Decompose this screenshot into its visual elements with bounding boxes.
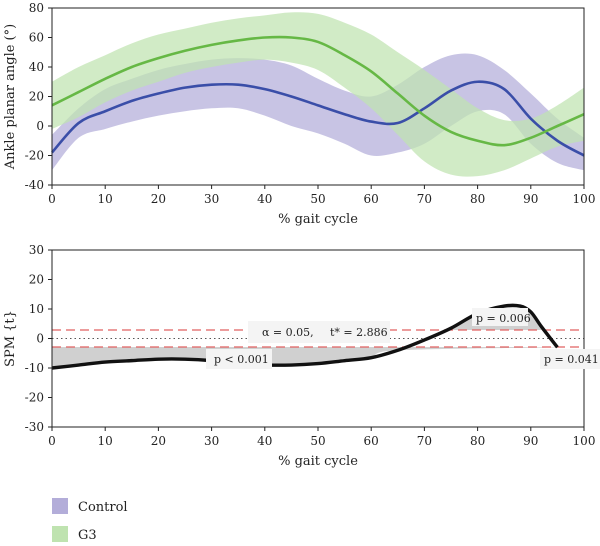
- bottom-y-tick-label: 10: [29, 302, 44, 316]
- legend: Control G3: [52, 498, 128, 543]
- top-x-tick-label: 10: [98, 192, 113, 206]
- bottom-y-tick-label: 30: [29, 243, 44, 257]
- p1-annotation-box: [206, 349, 272, 369]
- band-control: [52, 53, 584, 171]
- bottom-y-axis-label: SPM {t}: [3, 310, 18, 367]
- top-x-tick-label: 90: [523, 192, 538, 206]
- p2-annotation-box: [472, 308, 528, 326]
- bottom-x-tick-label: 60: [364, 434, 379, 448]
- top-y-tick-label: -40: [25, 178, 44, 192]
- bottom-y-tick-label: -20: [25, 391, 44, 405]
- top-x-axis-label: % gait cycle: [278, 212, 358, 227]
- spm-curve: [51, 303, 559, 370]
- top-x-tick-label: 60: [364, 192, 379, 206]
- bottom-x-tick-label: 90: [523, 434, 538, 448]
- top-y-tick-label: 40: [29, 60, 44, 74]
- top-x-tick-label: 50: [310, 192, 325, 206]
- bottom-x-tick-label: 0: [48, 434, 56, 448]
- top-y-tick-label: 0: [36, 119, 44, 133]
- top-y-ticks: -40 -20 0 20 40 60 80: [25, 1, 52, 192]
- top-bands: [52, 12, 584, 177]
- spm-plot: 0 10 20 30 40 50 60 70 80 90 100 -30-20-100102030 …: [3, 243, 600, 469]
- legend-swatch-g3: [52, 526, 68, 542]
- top-x-tick-label: 40: [257, 192, 272, 206]
- top-x-tick-label: 30: [204, 192, 219, 206]
- alpha-annotation-box: [248, 321, 390, 343]
- p3-annotation-box: [540, 349, 600, 369]
- tstar-annotation: t* = 2.886: [330, 326, 388, 339]
- legend-label-g3: G3: [78, 528, 97, 543]
- top-x-tick-label: 80: [470, 192, 485, 206]
- top-x-tick-label: 20: [151, 192, 166, 206]
- p2-annotation: p = 0.006: [476, 312, 531, 325]
- top-y-tick-label: -20: [25, 149, 44, 163]
- spm-curve-group: [51, 303, 559, 370]
- p3-annotation: p = 0.041: [544, 353, 599, 366]
- bottom-y-tick-label: -10: [25, 361, 44, 375]
- legend-swatch-control: [52, 498, 68, 514]
- bottom-x-tick-label: 50: [310, 434, 325, 448]
- top-x-tick-label: 0: [48, 192, 56, 206]
- mean-line-control: [51, 80, 585, 157]
- ankle-angle-plot: 0 10 20 30 40 50 60 70 80 90 100 -40 -20 0 20 40 60 80 %…: [3, 1, 595, 227]
- bottom-x-tick-label: 70: [417, 434, 432, 448]
- bottom-x-tick-label: 30: [204, 434, 219, 448]
- top-x-ticks: 0 10 20 30 40 50 60 70 80 90 100: [48, 185, 595, 206]
- bottom-x-tick-label: 40: [257, 434, 272, 448]
- band-g3: [52, 12, 584, 177]
- bottom-x-tick-label: 10: [98, 434, 113, 448]
- top-x-tick-label: 70: [417, 192, 432, 206]
- top-y-tick-label: 20: [29, 90, 44, 104]
- top-y-tick-label: 80: [29, 1, 44, 15]
- spm-negative-cluster-fill: [52, 347, 558, 368]
- legend-label-control: Control: [78, 500, 128, 515]
- bottom-x-tick-label: 80: [470, 434, 485, 448]
- bottom-x-axis-label: % gait cycle: [278, 454, 358, 469]
- top-y-axis-label: Ankle planar angle (°): [3, 24, 18, 170]
- bottom-y-ticks: -30 -20 -10 0 10 20 30: [25, 243, 52, 434]
- bottom-x-tick-label: 100: [573, 434, 596, 448]
- alpha-annotation: α = 0.05,: [262, 326, 314, 339]
- top-y-tick-label: 60: [29, 31, 44, 45]
- bottom-x-ticks: 0 10 20 30 40 50 60 70 80 90 100: [48, 427, 595, 448]
- bottom-y-tick-label: 20: [29, 273, 44, 287]
- p1-annotation: p < 0.001: [214, 353, 269, 366]
- mean-line-g3: [51, 35, 585, 147]
- bottom-y-tick-label: -30: [25, 420, 44, 434]
- top-x-tick-label: 100: [573, 192, 596, 206]
- top-lines: [51, 35, 585, 157]
- bottom-x-tick-label: 20: [151, 434, 166, 448]
- bottom-y-tick-label: 0: [36, 332, 44, 346]
